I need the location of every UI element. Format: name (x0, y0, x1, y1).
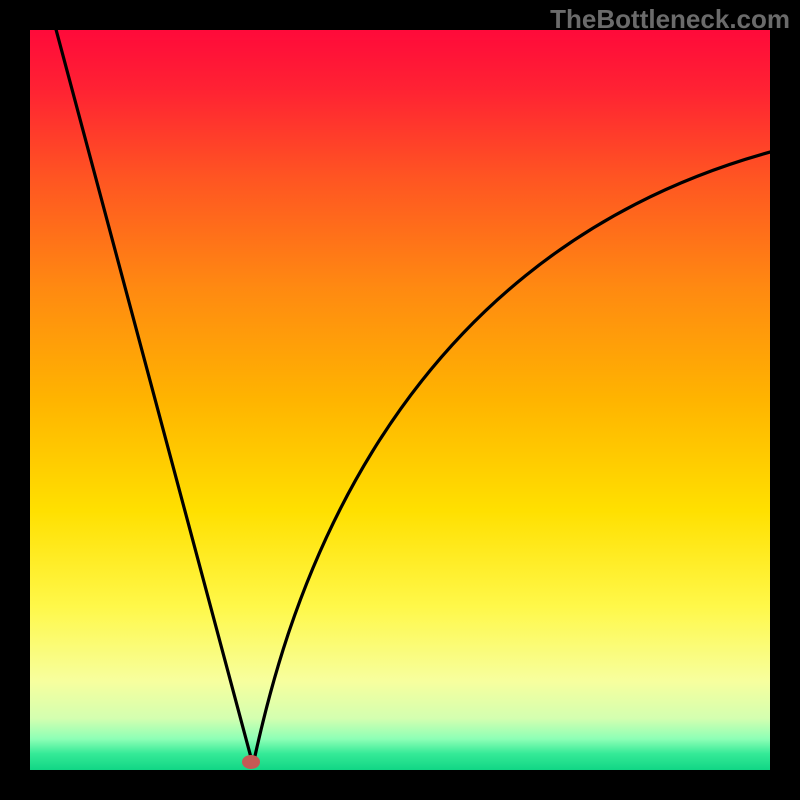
bottleneck-chart (0, 0, 800, 800)
optimal-marker (242, 755, 260, 769)
chart-container: { "chart": { "type": "line", "width": 80… (0, 0, 800, 800)
plot-background (30, 30, 770, 770)
